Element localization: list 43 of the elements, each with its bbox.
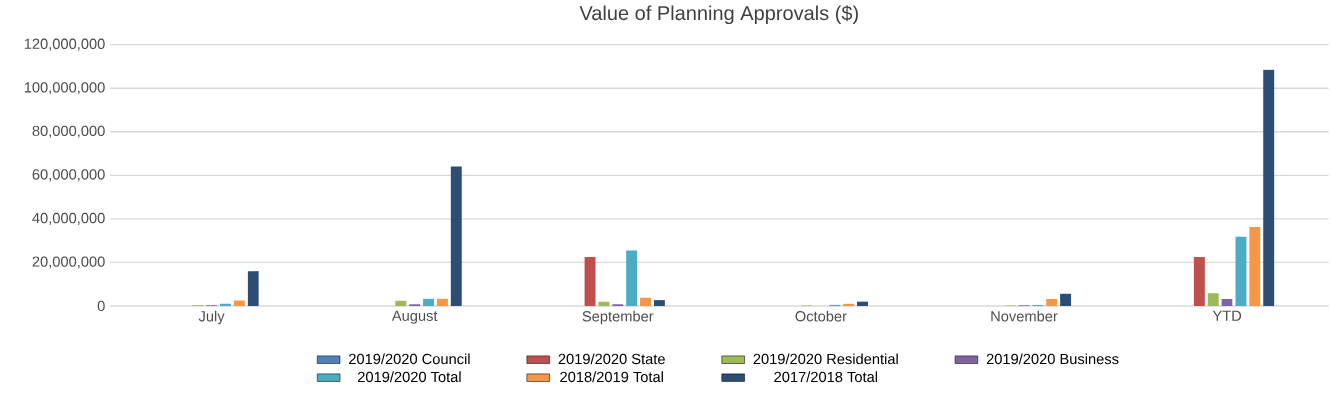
bar [1249,226,1261,306]
legend-label: 2019/2020 Council [349,353,470,365]
y-tick-label: 60,000,000 [32,169,105,182]
bar [423,298,435,306]
x-tick-label: October [795,310,847,322]
legend-label: 2019/2020 Total [357,371,461,383]
x-tick-label: September [582,310,654,325]
bar [626,250,638,306]
y-tick-label: 0 [97,300,105,312]
bar [247,271,259,306]
bar [1193,256,1205,306]
legend-label: 2019/2020 State [558,353,665,365]
x-tick-label: November [991,310,1058,322]
bar [450,166,462,306]
y-tick-label: 40,000,000 [32,212,105,225]
legend-label: 2019/2020 Residential [753,353,898,365]
bar [1221,299,1233,306]
legend-label: 2019/2020 Business [986,353,1119,365]
bar [857,301,868,306]
y-tick-label: 80,000,000 [32,125,105,138]
bar [395,300,407,306]
bar [233,300,245,306]
bar [436,298,448,306]
x-tick-label: YTD [1212,310,1242,321]
bar [640,297,651,306]
bar [1046,299,1058,306]
y-tick-label: 100,000,000 [24,82,105,95]
x-tick-label: July [198,310,225,325]
bar [584,256,596,306]
bar [1207,293,1219,306]
y-tick-label: 120,000,000 [24,38,105,51]
legend-label: 2017/2018 Total [774,371,878,383]
bar [598,301,610,306]
chart-title: Value of Planning Approvals ($) [579,5,858,25]
bar [1263,69,1275,306]
bar [843,303,855,306]
bar [1060,293,1072,306]
legend-label: 2018/2019 Total [560,371,663,383]
y-tick-label: 20,000,000 [32,256,105,269]
x-tick-label: August [391,310,438,324]
bar [653,300,665,306]
bar [1235,236,1247,306]
bar [219,303,231,306]
